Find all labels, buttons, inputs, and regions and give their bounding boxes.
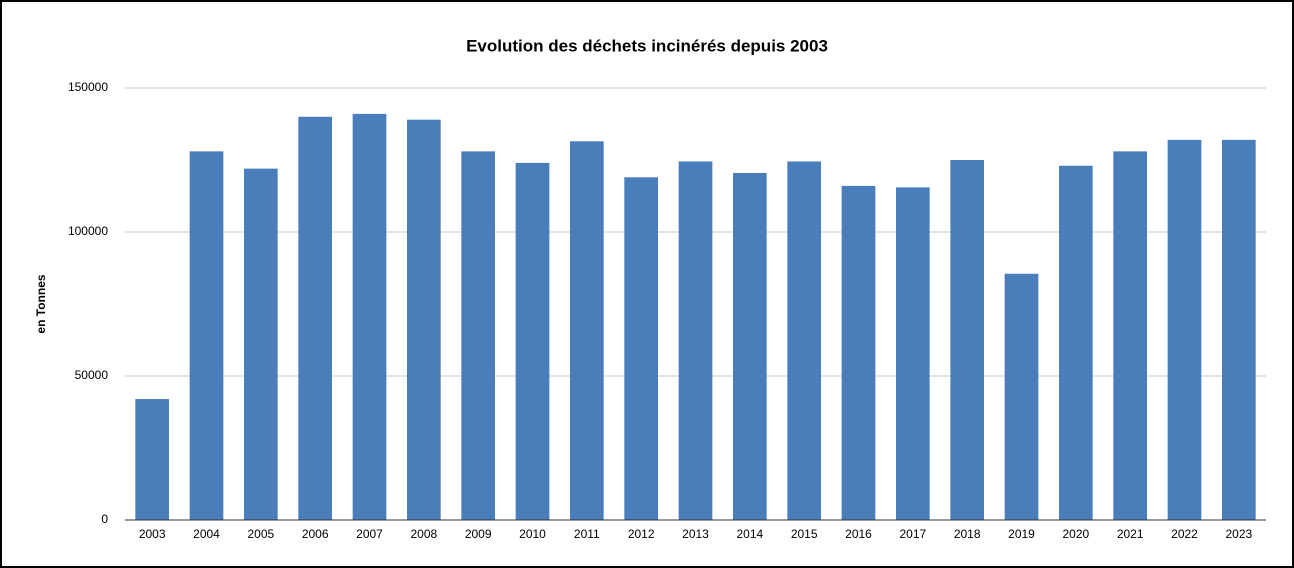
chart-title: Evolution des déchets incinérés depuis 2…	[466, 36, 828, 55]
x-tick-label: 2006	[302, 527, 329, 541]
x-tick-label: 2007	[356, 527, 383, 541]
x-tick-label: 2017	[899, 527, 926, 541]
x-tick-label: 2021	[1117, 527, 1144, 541]
y-tick-label: 50000	[75, 368, 109, 382]
x-tick-label: 2013	[682, 527, 709, 541]
bar	[406, 119, 441, 521]
x-tick-label: 2020	[1062, 527, 1089, 541]
bar	[678, 161, 713, 520]
bar	[1113, 151, 1148, 521]
x-tick-label: 2014	[736, 527, 763, 541]
bar	[569, 141, 604, 520]
bar	[787, 161, 822, 520]
x-tick-label: 2023	[1225, 527, 1252, 541]
x-tick-label: 2015	[791, 527, 818, 541]
x-tick-label: 2019	[1008, 527, 1035, 541]
x-tick-label: 2022	[1171, 527, 1198, 541]
x-tick-label: 2009	[465, 527, 492, 541]
x-tick-label: 2003	[139, 527, 166, 541]
y-tick-label: 0	[101, 512, 108, 526]
x-tick-label: 2010	[519, 527, 546, 541]
bar	[841, 185, 876, 521]
bar	[189, 151, 224, 521]
bar	[1004, 273, 1039, 520]
bar	[624, 177, 659, 520]
y-axis-label: en Tonnes	[34, 274, 48, 333]
x-tick-label: 2018	[954, 527, 981, 541]
bar	[1167, 139, 1202, 520]
x-tick-label: 2016	[845, 527, 872, 541]
x-tick-label: 2008	[410, 527, 437, 541]
bar	[352, 113, 387, 521]
bar	[732, 172, 767, 520]
y-tick-label: 100000	[68, 224, 108, 238]
x-tick-label: 2012	[628, 527, 655, 541]
bar	[515, 162, 550, 520]
bar	[461, 151, 496, 521]
bar	[135, 399, 170, 520]
bar	[1058, 165, 1093, 520]
bar	[298, 116, 333, 521]
bar	[950, 160, 985, 520]
x-tick-label: 2005	[247, 527, 274, 541]
bar	[895, 187, 930, 521]
x-tick-label: 2011	[574, 527, 600, 541]
y-tick-label: 150000	[68, 80, 108, 94]
bar	[243, 168, 278, 520]
bar	[1221, 139, 1256, 520]
x-tick-label: 2004	[193, 527, 220, 541]
